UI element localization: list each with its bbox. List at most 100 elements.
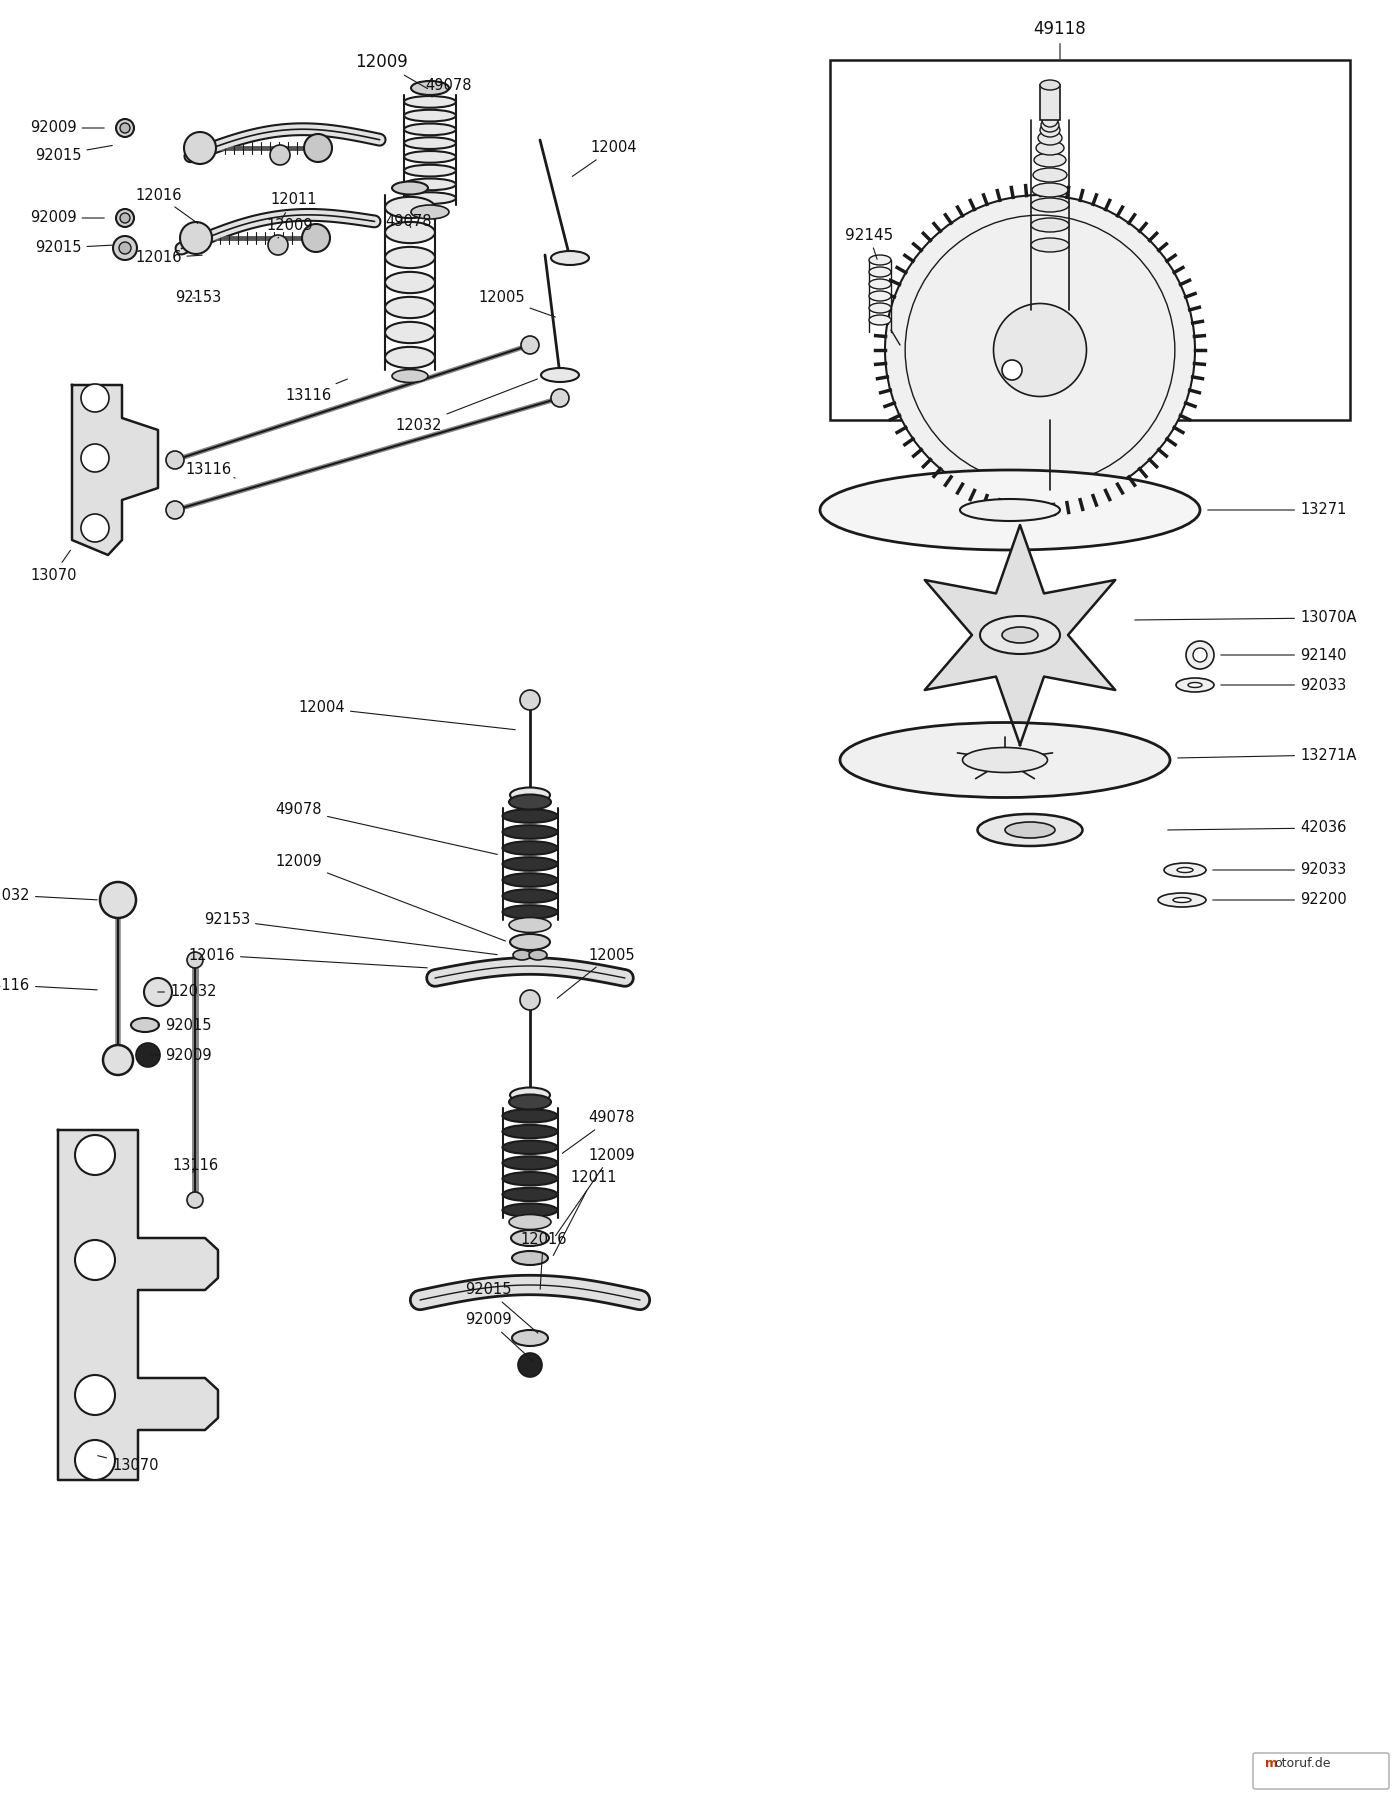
Ellipse shape xyxy=(869,266,890,277)
Text: 49078: 49078 xyxy=(276,803,497,855)
Ellipse shape xyxy=(529,950,547,959)
Text: 92015: 92015 xyxy=(158,1017,211,1033)
Circle shape xyxy=(167,452,183,470)
Circle shape xyxy=(76,1240,115,1280)
Text: 12005: 12005 xyxy=(477,290,556,317)
Circle shape xyxy=(104,1046,133,1075)
Text: 12011: 12011 xyxy=(553,1170,616,1256)
Circle shape xyxy=(1193,648,1207,662)
Ellipse shape xyxy=(405,193,456,203)
Ellipse shape xyxy=(1042,113,1058,128)
Ellipse shape xyxy=(869,302,890,313)
Circle shape xyxy=(136,1042,160,1067)
Ellipse shape xyxy=(552,250,589,265)
Circle shape xyxy=(76,1136,115,1175)
Ellipse shape xyxy=(1005,823,1056,839)
Text: 92015: 92015 xyxy=(465,1282,538,1334)
Circle shape xyxy=(188,952,203,968)
Ellipse shape xyxy=(405,178,456,191)
Text: 92145: 92145 xyxy=(846,227,893,259)
Text: 13070A: 13070A xyxy=(1135,610,1357,626)
Text: 12016: 12016 xyxy=(189,947,427,968)
Ellipse shape xyxy=(385,347,435,369)
Ellipse shape xyxy=(980,616,1060,653)
Ellipse shape xyxy=(503,841,557,855)
Circle shape xyxy=(519,990,540,1010)
Polygon shape xyxy=(71,385,158,554)
Text: 13070: 13070 xyxy=(29,551,77,583)
Ellipse shape xyxy=(392,369,428,383)
Text: 49078: 49078 xyxy=(426,77,472,97)
Circle shape xyxy=(304,133,332,162)
Ellipse shape xyxy=(503,1204,557,1217)
Circle shape xyxy=(518,1354,542,1377)
Text: 13271: 13271 xyxy=(1208,502,1347,518)
Ellipse shape xyxy=(405,95,456,108)
Ellipse shape xyxy=(510,1087,550,1102)
Ellipse shape xyxy=(510,788,550,803)
Ellipse shape xyxy=(1030,238,1070,252)
Text: 12009: 12009 xyxy=(276,855,505,941)
Ellipse shape xyxy=(512,1251,547,1265)
Ellipse shape xyxy=(503,1172,557,1186)
Ellipse shape xyxy=(977,814,1082,846)
Ellipse shape xyxy=(120,122,130,133)
Ellipse shape xyxy=(510,1215,552,1229)
Ellipse shape xyxy=(503,905,557,918)
Ellipse shape xyxy=(385,221,435,243)
Ellipse shape xyxy=(510,794,552,810)
Ellipse shape xyxy=(869,292,890,301)
Ellipse shape xyxy=(385,247,435,268)
Ellipse shape xyxy=(1177,868,1193,873)
Ellipse shape xyxy=(1163,862,1205,877)
Text: 13116: 13116 xyxy=(185,463,235,479)
Ellipse shape xyxy=(1033,167,1067,182)
Ellipse shape xyxy=(1036,140,1064,155)
Ellipse shape xyxy=(1002,626,1037,643)
Ellipse shape xyxy=(1040,122,1060,137)
Circle shape xyxy=(519,689,540,709)
Circle shape xyxy=(167,500,183,518)
Ellipse shape xyxy=(503,1109,557,1123)
Ellipse shape xyxy=(510,1094,552,1109)
Circle shape xyxy=(552,389,568,407)
Ellipse shape xyxy=(405,110,456,121)
Text: 92140: 92140 xyxy=(1221,648,1347,662)
Circle shape xyxy=(119,241,132,254)
Bar xyxy=(1040,85,1060,121)
Ellipse shape xyxy=(503,1156,557,1170)
Circle shape xyxy=(521,337,539,355)
Ellipse shape xyxy=(132,1019,160,1031)
Text: m: m xyxy=(1266,1757,1278,1769)
Text: 12009: 12009 xyxy=(266,218,312,238)
Text: 13116: 13116 xyxy=(172,1157,218,1172)
Ellipse shape xyxy=(503,889,557,904)
Ellipse shape xyxy=(869,279,890,290)
Ellipse shape xyxy=(820,470,1200,551)
Ellipse shape xyxy=(1042,119,1058,131)
Ellipse shape xyxy=(963,747,1047,772)
Ellipse shape xyxy=(1030,218,1070,232)
Ellipse shape xyxy=(1035,153,1065,167)
Ellipse shape xyxy=(116,119,134,137)
Text: 92009: 92009 xyxy=(465,1312,533,1361)
Ellipse shape xyxy=(1173,898,1191,902)
Ellipse shape xyxy=(540,367,580,382)
Text: 13116: 13116 xyxy=(286,380,347,403)
Ellipse shape xyxy=(1176,679,1214,691)
Ellipse shape xyxy=(385,322,435,344)
Ellipse shape xyxy=(385,196,435,218)
Ellipse shape xyxy=(869,256,890,265)
Ellipse shape xyxy=(1037,131,1063,146)
Text: 92033: 92033 xyxy=(1221,677,1347,693)
Circle shape xyxy=(81,515,109,542)
Text: 12032: 12032 xyxy=(395,380,538,432)
Ellipse shape xyxy=(511,1229,549,1246)
Circle shape xyxy=(183,131,216,164)
Circle shape xyxy=(81,383,109,412)
Ellipse shape xyxy=(503,810,557,823)
Text: 12011: 12011 xyxy=(270,193,316,220)
Ellipse shape xyxy=(385,297,435,319)
Ellipse shape xyxy=(412,81,449,95)
Ellipse shape xyxy=(1030,198,1070,212)
